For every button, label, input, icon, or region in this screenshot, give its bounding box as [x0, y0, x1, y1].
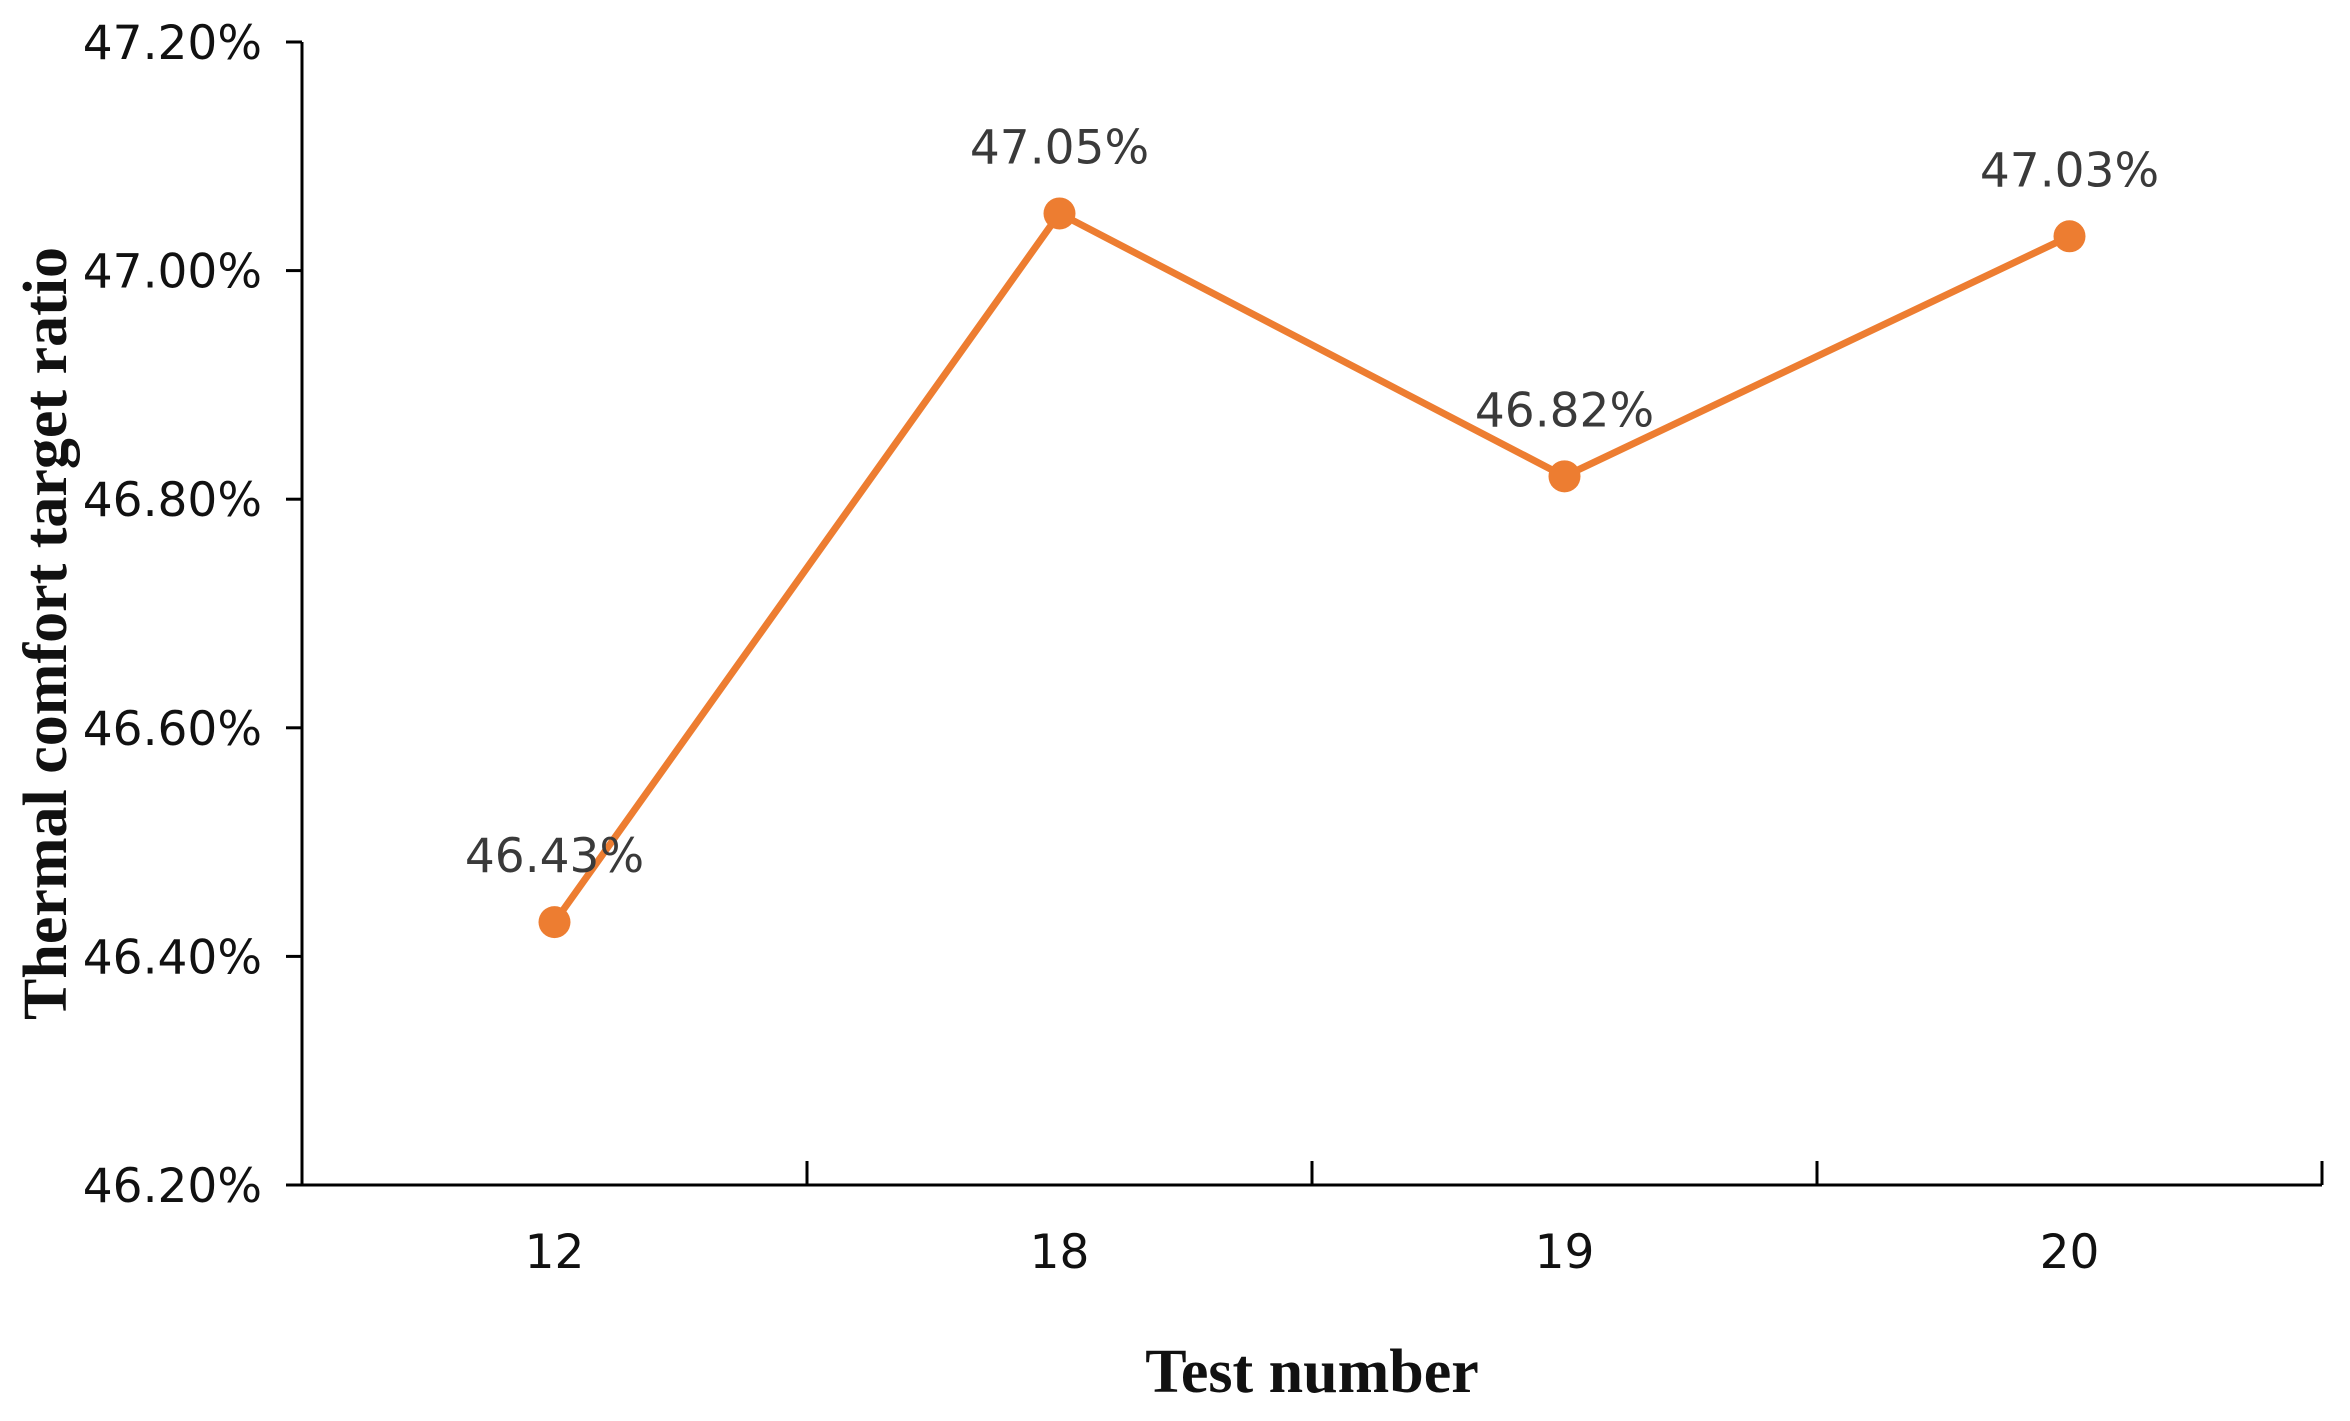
series-group: 46.43% 47.05% 46.82% 47.03% — [465, 120, 2159, 939]
y-axis-title: Thermal comfort target ratio — [12, 247, 80, 1020]
y-tick-label: 46.20% — [83, 1159, 262, 1214]
data-label: 46.43% — [465, 829, 644, 884]
data-point — [1548, 460, 1581, 493]
x-tick-label: 12 — [525, 1225, 585, 1280]
data-point — [2053, 220, 2086, 253]
x-tick-label: 20 — [2040, 1225, 2100, 1280]
data-label: 47.03% — [1980, 143, 2159, 198]
x-tick-label: 19 — [1535, 1225, 1595, 1280]
data-label: 46.82% — [1475, 383, 1654, 438]
y-tick-label: 47.00% — [83, 245, 262, 300]
x-tick-label: 18 — [1030, 1225, 1090, 1280]
data-label: 47.05% — [970, 120, 1149, 175]
y-tick-label: 47.20% — [83, 16, 262, 71]
x-axis-title: Test number — [1145, 1338, 1479, 1406]
y-tick-label: 46.60% — [83, 702, 262, 757]
y-tick-label: 46.40% — [83, 930, 262, 985]
y-tick-label: 46.80% — [83, 473, 262, 528]
series-line — [551, 209, 2073, 926]
y-axis-ticks: 46.20% 46.40% 46.60% 46.80% 47.00% 47.20% — [83, 16, 302, 1214]
x-axis-ticks: 12 18 19 20 — [525, 1161, 2324, 1280]
data-point — [1043, 197, 1076, 230]
data-point — [538, 906, 571, 939]
